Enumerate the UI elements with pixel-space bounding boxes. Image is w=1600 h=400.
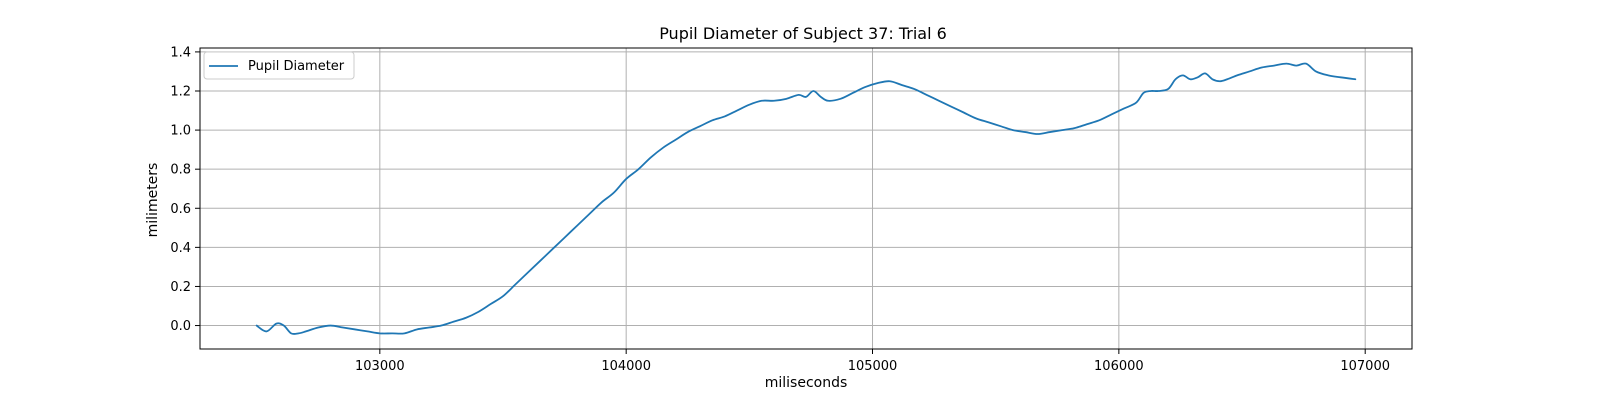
x-tick-label: 106000 — [1094, 359, 1144, 374]
grid-lines — [200, 48, 1412, 349]
y-tick-label: 0.8 — [170, 163, 191, 178]
y-tick-label: 0.6 — [170, 202, 191, 217]
y-axis-label: milimeters — [145, 163, 161, 238]
y-tick-label: 1.2 — [170, 85, 191, 100]
y-tick-label: 1.0 — [170, 124, 191, 139]
y-tick-label: 1.4 — [170, 45, 191, 60]
y-tick-label: 0.0 — [170, 319, 191, 334]
y-tick-label: 0.4 — [170, 241, 191, 256]
plot-area-frame — [199, 47, 1413, 350]
x-axis-ticks: 103000 104000 105000 106000 107000 — [355, 349, 1390, 374]
x-tick-label: 107000 — [1340, 359, 1390, 374]
x-axis-label: miliseconds — [765, 375, 848, 391]
y-tick-label: 0.2 — [170, 280, 191, 295]
legend: Pupil Diameter — [203, 51, 355, 80]
legend-series-label: Pupil Diameter — [248, 59, 345, 74]
y-axis-ticks: 0.0 0.2 0.4 0.6 0.8 1.0 1.2 1.4 — [170, 45, 200, 334]
series-layer — [255, 62, 1357, 335]
x-tick-label: 104000 — [601, 359, 651, 374]
pupil-diameter-line — [255, 62, 1357, 335]
legend-box — [203, 51, 355, 80]
x-tick-label: 103000 — [355, 359, 405, 374]
chart-title: Pupil Diameter of Subject 37: Trial 6 — [659, 24, 947, 43]
x-tick-label: 105000 — [848, 359, 898, 374]
